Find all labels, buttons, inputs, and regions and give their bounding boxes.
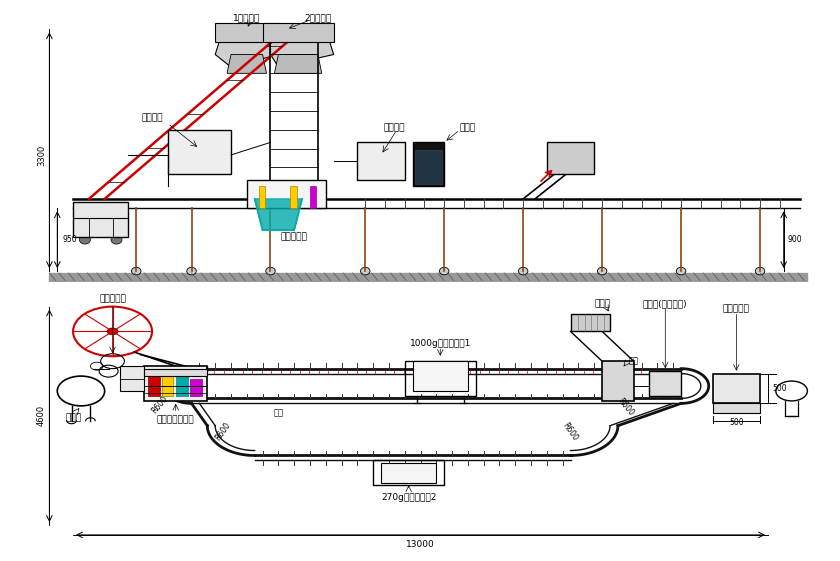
Bar <box>649 371 681 396</box>
Circle shape <box>755 268 764 275</box>
Bar <box>373 461 444 485</box>
Bar <box>120 366 144 391</box>
Text: 270g自动封罐机2: 270g自动封罐机2 <box>381 493 436 502</box>
Bar <box>412 361 468 391</box>
Bar <box>263 23 333 42</box>
Text: 提升机: 提升机 <box>594 300 610 309</box>
Text: 压盖: 压盖 <box>628 357 638 366</box>
Text: 900: 900 <box>788 235 802 244</box>
Circle shape <box>265 268 276 275</box>
Text: 喷码机(顶部喷码): 喷码机(顶部喷码) <box>643 300 688 309</box>
Text: 500: 500 <box>772 384 786 393</box>
Text: 3300: 3300 <box>37 144 46 165</box>
Circle shape <box>107 328 118 335</box>
Polygon shape <box>275 54 322 73</box>
Text: 螺杆上料机: 螺杆上料机 <box>99 295 126 304</box>
Text: 1号粉剂头: 1号粉剂头 <box>234 13 260 22</box>
Bar <box>259 186 265 208</box>
Text: 4600: 4600 <box>37 405 46 426</box>
Text: 理罐机: 理罐机 <box>65 413 81 422</box>
Bar <box>570 314 610 332</box>
Bar <box>148 371 160 396</box>
Text: 弯轨: 弯轨 <box>273 409 283 418</box>
Bar <box>247 180 326 208</box>
Bar <box>176 376 187 396</box>
Text: 除尘装置: 除尘装置 <box>141 113 163 122</box>
Circle shape <box>406 471 412 475</box>
Text: R600: R600 <box>616 397 636 418</box>
Bar <box>712 374 760 403</box>
Text: 双头螺杆填充机: 双头螺杆填充机 <box>157 416 195 425</box>
Bar <box>144 366 207 401</box>
Bar <box>415 150 442 185</box>
Bar <box>215 23 278 42</box>
Circle shape <box>676 268 685 275</box>
Circle shape <box>597 268 606 275</box>
Bar <box>405 361 475 396</box>
Text: R600: R600 <box>213 421 233 443</box>
Polygon shape <box>255 199 302 230</box>
Text: 2号粉剂头: 2号粉剂头 <box>304 13 332 22</box>
Circle shape <box>439 268 449 275</box>
Text: 500: 500 <box>729 418 743 427</box>
Bar <box>381 463 436 483</box>
Bar <box>190 379 202 396</box>
Text: 13000: 13000 <box>406 540 435 549</box>
Text: 收瓶工作台: 收瓶工作台 <box>723 305 750 314</box>
Bar <box>547 142 594 174</box>
Polygon shape <box>227 54 266 73</box>
Bar <box>144 369 207 376</box>
Circle shape <box>111 235 122 244</box>
Bar <box>73 202 129 237</box>
Bar <box>357 142 405 180</box>
Polygon shape <box>215 29 278 67</box>
Text: 触摸屏: 触摸屏 <box>460 123 476 132</box>
Text: 物料排放口: 物料排放口 <box>281 233 307 242</box>
Text: 1000g自动封罐机1: 1000g自动封罐机1 <box>410 339 471 348</box>
Circle shape <box>132 268 141 275</box>
Circle shape <box>360 268 370 275</box>
Polygon shape <box>270 29 333 67</box>
Circle shape <box>80 235 91 244</box>
Bar <box>161 371 173 396</box>
Text: R600: R600 <box>561 421 580 443</box>
Bar <box>712 403 760 413</box>
Bar <box>310 186 317 208</box>
Text: R600: R600 <box>150 394 170 415</box>
Bar <box>412 142 444 186</box>
Bar <box>291 186 297 208</box>
Bar <box>602 361 633 401</box>
Bar <box>168 130 231 174</box>
Circle shape <box>186 268 197 275</box>
Text: 950: 950 <box>63 235 77 244</box>
Circle shape <box>518 268 528 275</box>
Circle shape <box>436 374 444 379</box>
Text: 剔除装置: 剔除装置 <box>383 123 405 132</box>
